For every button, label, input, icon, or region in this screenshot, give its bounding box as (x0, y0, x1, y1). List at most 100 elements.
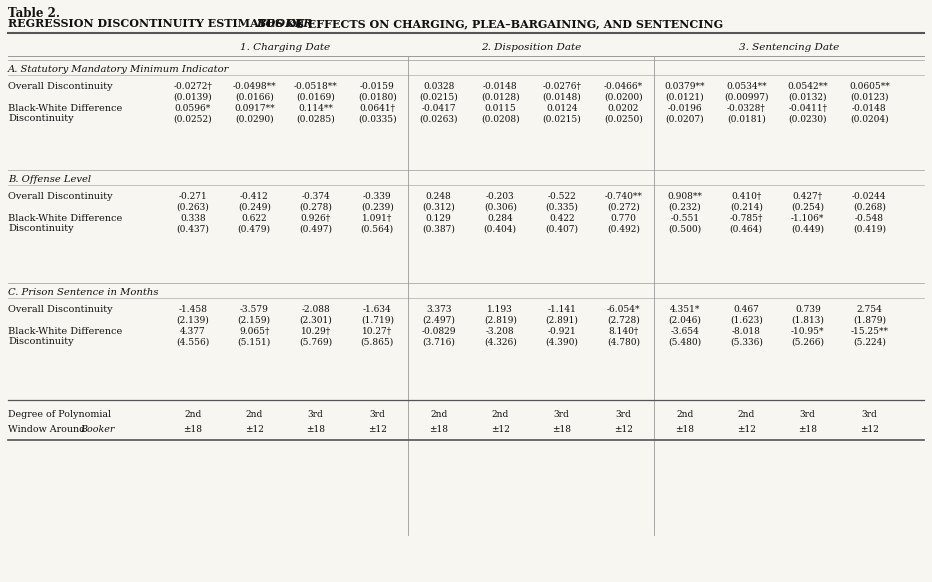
Text: (0.278): (0.278) (299, 203, 332, 212)
Text: (0.0121): (0.0121) (665, 93, 704, 102)
Text: (2.891): (2.891) (545, 316, 578, 325)
Text: ±18: ±18 (307, 425, 325, 434)
Text: (0.0139): (0.0139) (173, 93, 212, 102)
Text: (0.464): (0.464) (730, 225, 762, 234)
Text: -0.339: -0.339 (363, 192, 391, 201)
Text: Discontinuity: Discontinuity (8, 337, 74, 346)
Text: 2.754: 2.754 (857, 305, 883, 314)
Text: (0.0123): (0.0123) (850, 93, 888, 102)
Text: -0.374: -0.374 (301, 192, 330, 201)
Text: 3rd: 3rd (554, 410, 569, 419)
Text: (0.497): (0.497) (299, 225, 332, 234)
Text: -0.785†: -0.785† (730, 214, 763, 223)
Text: (0.564): (0.564) (361, 225, 394, 234)
Text: -0.0411†: -0.0411† (788, 104, 828, 113)
Text: Black-White Difference: Black-White Difference (8, 104, 122, 113)
Text: 0.410†: 0.410† (731, 192, 761, 201)
Text: (5.151): (5.151) (238, 338, 271, 347)
Text: (0.00997): (0.00997) (724, 93, 769, 102)
Text: (0.0207): (0.0207) (665, 115, 704, 124)
Text: C. Prison Sentence in Months: C. Prison Sentence in Months (8, 288, 158, 297)
Text: BOOKER: BOOKER (256, 18, 312, 29)
Text: ’S EFFECTS ON CHARGING, PLEA–BARGAINING, AND SENTENCING: ’S EFFECTS ON CHARGING, PLEA–BARGAINING,… (292, 18, 723, 29)
Text: ±18: ±18 (798, 425, 817, 434)
Text: 0.0534**: 0.0534** (726, 82, 766, 91)
Text: (0.312): (0.312) (422, 203, 455, 212)
Text: (0.492): (0.492) (607, 225, 639, 234)
Text: 0.0379**: 0.0379** (665, 82, 705, 91)
Text: 0.0542**: 0.0542** (788, 82, 828, 91)
Text: (0.387): (0.387) (422, 225, 455, 234)
Text: (0.0181): (0.0181) (727, 115, 765, 124)
Text: -10.95*: -10.95* (791, 327, 825, 336)
Text: 1.091†: 1.091† (363, 214, 392, 223)
Text: 0.422: 0.422 (549, 214, 574, 223)
Text: Overall Discontinuity: Overall Discontinuity (8, 82, 113, 91)
Text: (0.0230): (0.0230) (788, 115, 827, 124)
Text: -1.106*: -1.106* (791, 214, 825, 223)
Text: 3rd: 3rd (369, 410, 385, 419)
Text: (0.249): (0.249) (238, 203, 270, 212)
Text: B. Offense Level: B. Offense Level (8, 175, 91, 184)
Text: (0.0204): (0.0204) (850, 115, 888, 124)
Text: Window Around: Window Around (8, 425, 89, 434)
Text: (0.0290): (0.0290) (235, 115, 274, 124)
Text: ±18: ±18 (676, 425, 694, 434)
Text: 0.0115: 0.0115 (485, 104, 516, 113)
Text: (0.272): (0.272) (607, 203, 639, 212)
Text: 9.065†: 9.065† (240, 327, 269, 336)
Text: 0.0641†: 0.0641† (359, 104, 395, 113)
Text: 4.351*: 4.351* (669, 305, 700, 314)
Text: Discontinuity: Discontinuity (8, 114, 74, 123)
Text: 3rd: 3rd (615, 410, 631, 419)
Text: -0.0159: -0.0159 (360, 82, 394, 91)
Text: -3.208: -3.208 (486, 327, 514, 336)
Text: ±12: ±12 (245, 425, 264, 434)
Text: (0.268): (0.268) (853, 203, 885, 212)
Text: 0.622: 0.622 (241, 214, 267, 223)
Text: Black-White Difference: Black-White Difference (8, 214, 122, 223)
Text: (0.0169): (0.0169) (296, 93, 336, 102)
Text: 0.0328: 0.0328 (423, 82, 455, 91)
Text: 3rd: 3rd (861, 410, 877, 419)
Text: (2.301): (2.301) (299, 316, 332, 325)
Text: 2nd: 2nd (491, 410, 509, 419)
Text: (0.239): (0.239) (361, 203, 393, 212)
Text: 4.377: 4.377 (180, 327, 206, 336)
Text: (1.813): (1.813) (791, 316, 824, 325)
Text: 0.0605**: 0.0605** (849, 82, 890, 91)
Text: (5.336): (5.336) (730, 338, 762, 347)
Text: (4.326): (4.326) (484, 338, 516, 347)
Text: (0.232): (0.232) (668, 203, 701, 212)
Text: 1. Charging Date: 1. Charging Date (240, 43, 330, 52)
Text: ±12: ±12 (368, 425, 387, 434)
Text: (5.769): (5.769) (299, 338, 333, 347)
Text: -3.654: -3.654 (670, 327, 699, 336)
Text: (0.306): (0.306) (484, 203, 516, 212)
Text: Overall Discontinuity: Overall Discontinuity (8, 305, 113, 314)
Text: -1.458: -1.458 (178, 305, 207, 314)
Text: 0.739: 0.739 (795, 305, 820, 314)
Text: 0.467: 0.467 (733, 305, 760, 314)
Text: (5.865): (5.865) (361, 338, 394, 347)
Text: Black-White Difference: Black-White Difference (8, 327, 122, 336)
Text: 10.27†: 10.27† (363, 327, 392, 336)
Text: 0.0202: 0.0202 (608, 104, 639, 113)
Text: Overall Discontinuity: Overall Discontinuity (8, 192, 113, 201)
Text: 1.193: 1.193 (487, 305, 514, 314)
Text: (4.390): (4.390) (545, 338, 578, 347)
Text: (0.419): (0.419) (853, 225, 885, 234)
Text: 10.29†: 10.29† (301, 327, 331, 336)
Text: 0.338: 0.338 (180, 214, 206, 223)
Text: (0.0148): (0.0148) (542, 93, 582, 102)
Text: 3.373: 3.373 (426, 305, 451, 314)
Text: (0.500): (0.500) (668, 225, 701, 234)
Text: 2nd: 2nd (431, 410, 447, 419)
Text: (2.139): (2.139) (176, 316, 209, 325)
Text: (0.0180): (0.0180) (358, 93, 397, 102)
Text: 0.114**: 0.114** (298, 104, 333, 113)
Text: -15.25**: -15.25** (850, 327, 888, 336)
Text: (2.159): (2.159) (238, 316, 271, 325)
Text: 2nd: 2nd (246, 410, 263, 419)
Text: 3rd: 3rd (800, 410, 816, 419)
